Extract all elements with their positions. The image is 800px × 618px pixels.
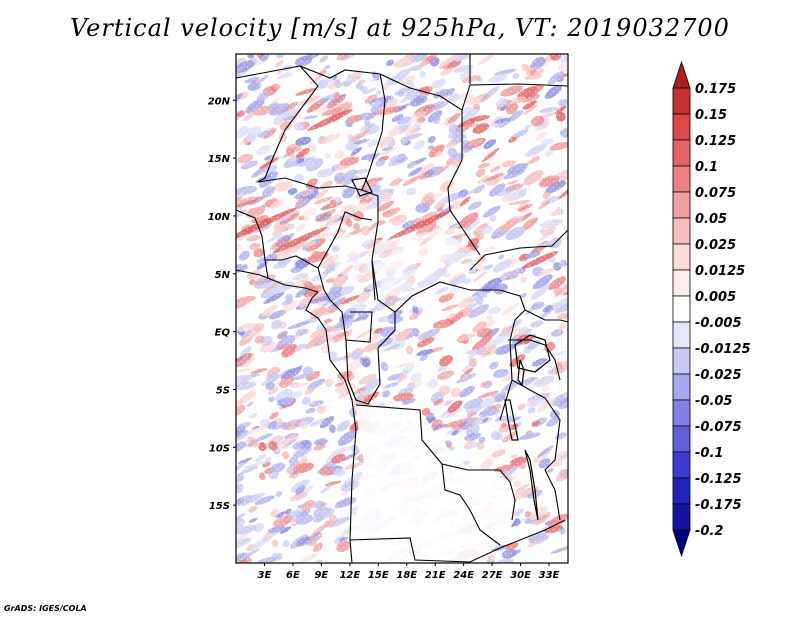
colorbar-label: 0.005 [695, 290, 736, 305]
lat-tick-label: EQ [215, 328, 231, 339]
colorbar-segment [672, 113, 691, 141]
calm-region-south [350, 405, 515, 563]
latitude-axis: 20N 15N 10N 5N EQ 5S 10S 15S [208, 96, 236, 512]
lakes [351, 177, 551, 521]
colorbar-segment [672, 425, 691, 453]
colorbar-segment [672, 217, 691, 245]
colorbar-label: -0.175 [695, 498, 742, 513]
lat-tick-label: 5N [215, 270, 231, 281]
colorbar-segment [672, 139, 691, 167]
lon-tick-label: 21E [425, 570, 446, 581]
lake-kivu [517, 359, 525, 387]
grads-credit: GrADS: IGES/COLA [4, 604, 87, 613]
colorbar-label: 0.175 [695, 82, 736, 97]
colorbar-segment [672, 503, 691, 531]
colorbar-label: -0.0125 [695, 342, 751, 357]
country-borders [236, 54, 568, 563]
colorbar-label: 0.075 [695, 186, 736, 201]
lake-chad [351, 177, 373, 197]
colorbar-segment [672, 191, 691, 219]
lon-tick-label: 9E [314, 570, 328, 581]
field-layer [236, 54, 568, 563]
colorbar-label: -0.1 [695, 446, 723, 461]
colorbar-label: 0.15 [695, 108, 727, 123]
colorbar-label: -0.125 [695, 472, 742, 487]
colorbar-segment [672, 529, 691, 558]
colorbar-segment [672, 347, 691, 375]
colorbar-label: 0.05 [695, 212, 727, 227]
colorbar-segment [672, 451, 691, 479]
lon-tick-label: 12E [339, 570, 360, 581]
lon-tick-label: 15E [368, 570, 389, 581]
colorbar-segment [672, 373, 691, 401]
lon-tick-label: 27E [482, 570, 503, 581]
colorbar-label: 0.1 [695, 160, 718, 175]
lon-tick-label: 33E [539, 570, 560, 581]
lon-tick-label: 3E [258, 570, 272, 581]
lat-tick-label: 5S [216, 385, 230, 396]
lon-tick-label: 6E [286, 570, 300, 581]
colorbar-segment [672, 399, 691, 427]
chart-title: Vertical velocity [m/s] at 925hPa, VT: 2… [70, 14, 730, 42]
lat-tick-label: 10N [208, 212, 231, 223]
colorbar-label: -0.075 [695, 420, 742, 435]
lake-victoria [514, 334, 551, 373]
colorbar: 0.175 0.15 0.125 0.1 0.075 0.05 0.025 0.0125 0.0… [672, 60, 751, 558]
colorbar-label: -0.005 [695, 316, 742, 331]
colorbar-label: -0.05 [695, 394, 732, 409]
colorbar-segment [672, 269, 691, 297]
lake-malawi [524, 449, 539, 521]
colorbar-segment [672, 243, 691, 271]
lat-tick-label: 15N [208, 154, 231, 165]
lon-tick-label: 18E [396, 570, 417, 581]
colorbar-label: 0.025 [695, 238, 736, 253]
colorbar-label: 0.125 [695, 134, 736, 149]
colorbar-segment [672, 165, 691, 193]
lat-tick-label: 15S [209, 501, 230, 512]
lat-tick-label: 20N [208, 96, 231, 107]
colorbar-segment [672, 87, 691, 115]
lake-tanganyika [504, 399, 519, 441]
colorbar-segment [672, 60, 691, 89]
colorbar-segment [672, 321, 691, 349]
lat-tick-label: 10S [209, 443, 230, 454]
colorbar-segment [672, 295, 691, 323]
colorbar-label: 0.0125 [695, 264, 745, 279]
colorbar-label: -0.2 [695, 524, 723, 539]
colorbar-segment [672, 477, 691, 505]
longitude-axis: 3E 6E 9E 12E 15E 18E 21E 24E 27E 30E 33E [258, 563, 560, 581]
colorbar-label: -0.025 [695, 368, 742, 383]
lon-tick-label: 30E [510, 570, 531, 581]
plot-frame [235, 53, 569, 564]
lon-tick-label: 24E [453, 570, 474, 581]
